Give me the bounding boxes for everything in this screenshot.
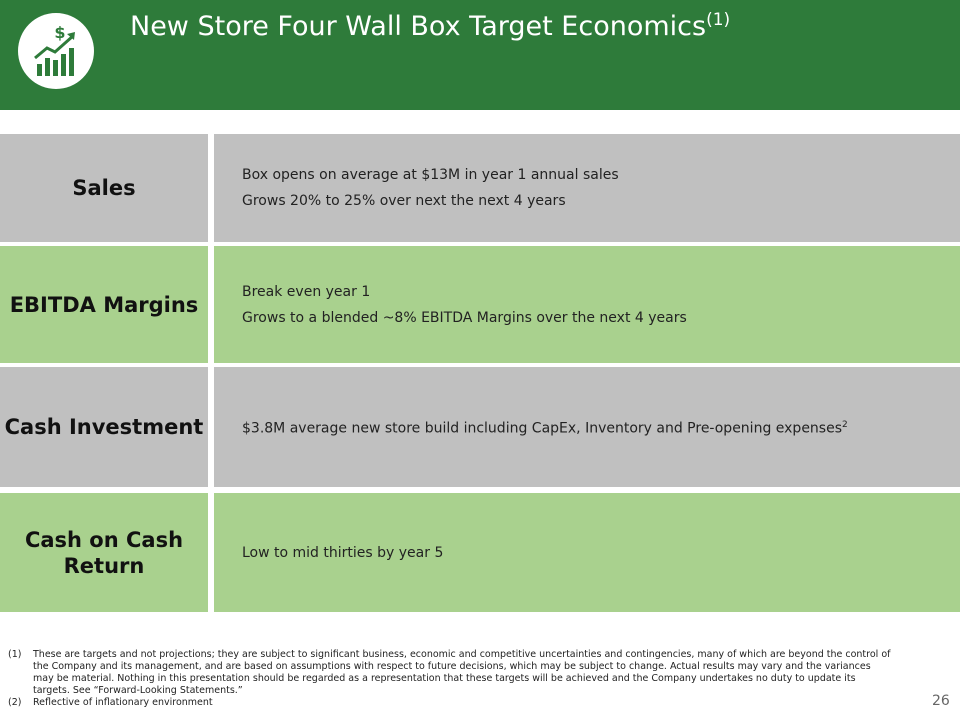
page-number: 26 (932, 693, 950, 709)
row-label: Cash on Cash Return (0, 493, 208, 612)
svg-text:$: $ (54, 23, 65, 42)
footnote: (1) These are targets and not projections… (8, 649, 928, 697)
footnote-text: Reflective of inflationary environment (33, 697, 213, 708)
table-row: Cash Investment $3.8M average new store b… (0, 367, 960, 487)
line-text: Low to mid thirties by year 5 (242, 544, 444, 561)
footnote-marker: (2) (8, 697, 22, 708)
content-line: Grows to a blended ~8% EBITDA Margins ov… (242, 305, 960, 331)
table-row: EBITDA Margins Break even year 1 Grows to … (0, 246, 960, 363)
slide-title: New Store Four Wall Box Target Economics… (130, 10, 730, 42)
header-bar: $ New Store Four Wall Box Target Economi… (0, 0, 960, 110)
row-content: $3.8M average new store build including … (214, 367, 960, 487)
line-text: Box opens on average at $13M in year 1 a… (242, 167, 619, 183)
line-text: Break even year 1 (242, 283, 371, 300)
row-label: EBITDA Margins (0, 246, 208, 363)
content-line: Grows 20% to 25% over next the next 4 ye… (242, 188, 960, 214)
footnote-text: These are targets and not projections; t… (33, 649, 891, 696)
line-text: Grows to a blended ~8% EBITDA Margins ov… (242, 309, 687, 326)
content-line: Box opens on average at $13M in year 1 a… (242, 162, 960, 188)
content-line: $3.8M average new store build including … (242, 412, 960, 442)
row-label: Cash Investment (0, 367, 208, 487)
content-line: Low to mid thirties by year 5 (242, 540, 960, 566)
logo-icon: $ (18, 13, 94, 89)
footnotes: (1) These are targets and not projections… (8, 649, 928, 709)
row-content: Low to mid thirties by year 5 (214, 493, 960, 612)
title-note: (1) (706, 10, 731, 30)
line-text: Grows 20% to 25% over next the next 4 ye… (242, 193, 566, 209)
row-content: Box opens on average at $13M in year 1 a… (214, 134, 960, 242)
title-text: New Store Four Wall Box Target Economics (130, 11, 707, 42)
table-row: Cash on Cash Return Low to mid thirties b… (0, 493, 960, 612)
row-label: Sales (0, 134, 208, 242)
footnote-marker: (1) (8, 649, 22, 660)
row-content: Break even year 1 Grows to a blended ~8% … (214, 246, 960, 363)
footnote: (2) Reflective of inflationary environmen… (8, 697, 928, 709)
content-line: Break even year 1 (242, 279, 960, 305)
line-text: $3.8M average new store build including … (242, 420, 843, 437)
line-note: 2 (842, 420, 848, 431)
table-row: Sales Box opens on average at $13M in yea… (0, 134, 960, 242)
